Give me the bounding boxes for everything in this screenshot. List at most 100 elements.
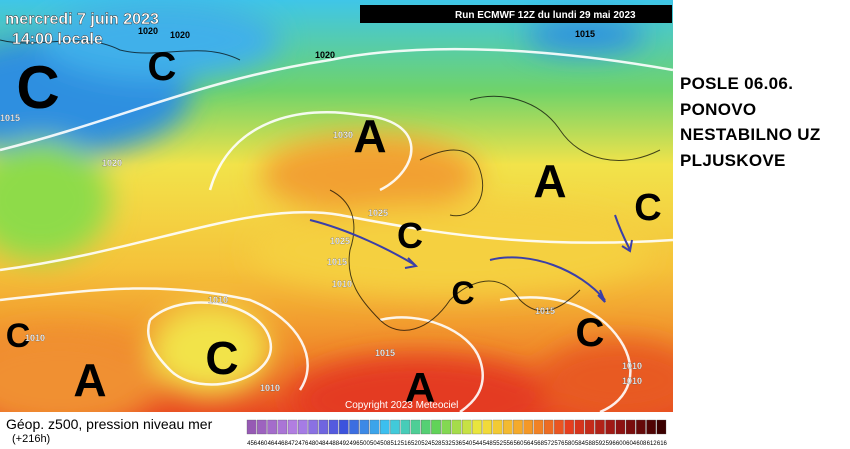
- scale-label: 568: [534, 441, 545, 447]
- scale-label: 580: [565, 441, 576, 447]
- scale-label: 512: [391, 441, 402, 447]
- isobar-label: 1020: [170, 30, 190, 40]
- scale-swatch: [482, 419, 493, 435]
- scale-label: 592: [595, 441, 606, 447]
- scale-label: 472: [288, 441, 299, 447]
- scale-swatch: [267, 419, 277, 435]
- scale-swatch: [420, 419, 431, 435]
- scale-swatch: [595, 419, 605, 435]
- isobar-label: 1010: [25, 333, 45, 343]
- isobar-label: 1020: [315, 50, 335, 60]
- scale-swatch: [257, 419, 267, 435]
- scale-swatch: [472, 419, 482, 435]
- scale-swatch: [461, 419, 472, 435]
- scale-swatch: [625, 419, 636, 435]
- scale-swatch: [308, 419, 318, 435]
- scale-label: 560: [513, 441, 524, 447]
- scale-label: 496: [350, 441, 361, 447]
- scale-label: 460: [257, 441, 268, 447]
- pressure-center: C: [451, 275, 474, 311]
- scale-label: 544: [472, 441, 483, 447]
- isobar-label: 1010: [208, 295, 228, 305]
- scale-label: 516: [401, 441, 412, 447]
- isobar-label: 1015: [575, 29, 595, 39]
- scale-label: 504: [370, 441, 381, 447]
- scale-swatch: [543, 419, 554, 435]
- scale-label: 520: [411, 441, 422, 447]
- copyright: Copyright 2023 Meteociel: [345, 400, 458, 411]
- scale-swatch: [369, 419, 380, 435]
- legend-title: Géop. z500, pression niveau mer: [6, 416, 213, 432]
- scale-label: 456: [247, 441, 258, 447]
- pressure-center: A: [533, 155, 566, 207]
- pressure-center: C: [148, 45, 177, 89]
- scale-label: 476: [298, 441, 309, 447]
- scale-label: 616: [657, 441, 668, 447]
- scale-swatch: [523, 419, 533, 435]
- scale-label: 608: [636, 441, 647, 447]
- scale-swatch: [646, 419, 656, 435]
- scale-swatch: [287, 419, 298, 435]
- pressure-center: C: [397, 215, 423, 256]
- scale-swatch: [318, 419, 329, 435]
- scale-swatch: [615, 419, 626, 435]
- isobar-label: 1015: [0, 113, 20, 123]
- isobar-label: 1010: [622, 376, 642, 386]
- annotation-line: NESTABILNO UZ: [680, 125, 821, 144]
- scale-label: 600: [616, 441, 627, 447]
- scale-label: 484: [319, 441, 330, 447]
- isobar-label: 1025: [330, 236, 350, 246]
- scale-label: 596: [606, 441, 617, 447]
- scale-label: 556: [503, 441, 514, 447]
- scale-label: 500: [360, 441, 371, 447]
- scale-swatch: [441, 419, 452, 435]
- scale-label: 480: [309, 441, 320, 447]
- date-label: mercredi 7 juin 2023: [5, 11, 159, 28]
- pressure-center: A: [353, 110, 386, 162]
- scale-label: 488: [329, 441, 340, 447]
- isobar-label: 1015: [535, 306, 555, 316]
- scale-label: 584: [575, 441, 586, 447]
- scale-label: 536: [452, 441, 463, 447]
- scale-swatch: [246, 419, 257, 435]
- scale-label: 588: [585, 441, 596, 447]
- annotation-line: POSLE 06.06.: [680, 74, 794, 93]
- isobar-label: 1030: [333, 130, 353, 140]
- annotation-line: PLJUSKOVE: [680, 151, 786, 170]
- pressure-center: A: [405, 364, 435, 411]
- scale-swatch: [533, 419, 544, 435]
- scale-swatch: [554, 419, 564, 435]
- legend-lead: (+216h): [12, 433, 51, 445]
- scale-swatch: [359, 419, 370, 435]
- scale-label: 576: [554, 441, 565, 447]
- pressure-center: C: [16, 54, 59, 121]
- isobar-label: 1010: [332, 279, 352, 289]
- scale-label: 524: [421, 441, 432, 447]
- scale-label: 604: [626, 441, 637, 447]
- scale-swatch: [431, 419, 441, 435]
- annotation-line: PONOVO: [680, 100, 757, 119]
- time-label: 14:00 locale: [12, 31, 103, 48]
- scale-swatch: [380, 419, 390, 435]
- pressure-center: C: [634, 187, 661, 229]
- isobar-label: 1025: [368, 208, 388, 218]
- isobar-label: 1020: [138, 26, 158, 36]
- scale-swatch: [564, 419, 574, 435]
- scale-swatch: [605, 419, 615, 435]
- isobar-label: 1010: [260, 383, 280, 393]
- scale-swatch: [410, 419, 421, 435]
- pressure-center: C: [6, 317, 31, 355]
- scale-label: 468: [278, 441, 289, 447]
- scale-label: 492: [339, 441, 350, 447]
- isobar-label: 1015: [375, 348, 395, 358]
- scale-swatch: [349, 419, 359, 435]
- pressure-center: A: [73, 354, 106, 406]
- scale-label: 548: [483, 441, 494, 447]
- scale-swatch: [339, 419, 349, 435]
- pressure-center: C: [205, 332, 238, 384]
- scale-label: 532: [442, 441, 453, 447]
- scale-label: 464: [268, 441, 279, 447]
- scale-swatch: [328, 419, 339, 435]
- scale-label: 552: [493, 441, 504, 447]
